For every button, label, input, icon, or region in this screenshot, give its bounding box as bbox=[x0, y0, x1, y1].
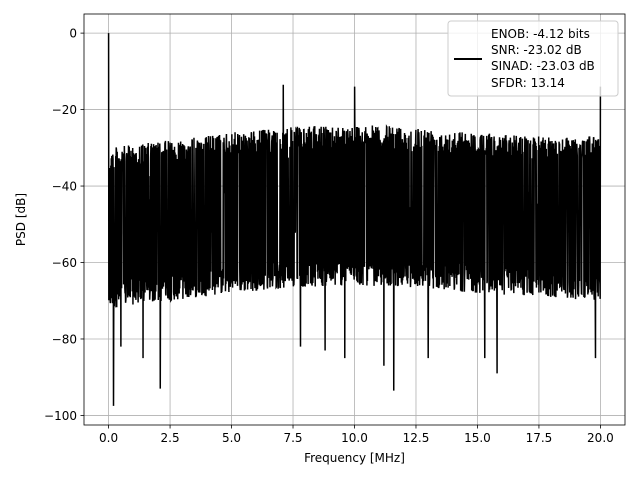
x-tick-label: 15.0 bbox=[464, 431, 491, 445]
ticks: 0.0 2.5 5.0 7.5 10.0 12.5 15.0 17.5 20.0 0 −20 −40 −… bbox=[44, 27, 614, 445]
legend-entry-sinad: SINAD: -23.03 dB bbox=[491, 59, 595, 73]
legend: ENOB: -4.12 bits SNR: -23.02 dB SINAD: -… bbox=[447, 20, 619, 97]
x-tick-label: 7.5 bbox=[283, 431, 302, 445]
y-tick-label: −80 bbox=[52, 332, 77, 346]
legend-box bbox=[447, 20, 619, 97]
x-tick-label: 17.5 bbox=[526, 431, 553, 445]
x-tick-label: 2.5 bbox=[161, 431, 180, 445]
x-tick-label: 5.0 bbox=[222, 431, 241, 445]
x-tick-label: 10.0 bbox=[341, 431, 368, 445]
y-axis-label: PSD [dB] bbox=[14, 193, 28, 246]
x-tick-label: 12.5 bbox=[403, 431, 430, 445]
y-tick-label: 0 bbox=[69, 27, 77, 41]
psd-series-line bbox=[107, 33, 602, 406]
legend-entry-enob: ENOB: -4.12 bits bbox=[491, 27, 590, 41]
y-tick-label: −20 bbox=[52, 103, 77, 117]
legend-entry-sfdr: SFDR: 13.14 bbox=[491, 76, 565, 90]
x-tick-label: 0.0 bbox=[99, 431, 118, 445]
legend-entry-snr: SNR: -23.02 dB bbox=[491, 43, 582, 57]
y-tick-label: −100 bbox=[44, 409, 77, 423]
series-group bbox=[107, 33, 602, 406]
x-tick-label: 20.0 bbox=[587, 431, 614, 445]
x-axis-label: Frequency [MHz] bbox=[304, 451, 405, 465]
y-tick-label: −60 bbox=[52, 256, 77, 270]
y-tick-label: −40 bbox=[52, 180, 77, 194]
